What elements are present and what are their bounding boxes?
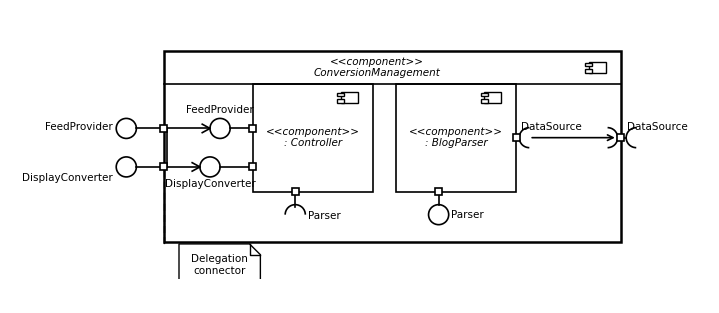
Bar <box>585 69 592 73</box>
Text: <<component>>
: BlogParser: <<component>> : BlogParser <box>409 127 503 148</box>
Bar <box>252 84 372 192</box>
Bar <box>618 134 624 141</box>
Text: <<component>>
: Controller: <<component>> : Controller <box>266 127 360 148</box>
Bar <box>292 188 298 195</box>
Text: Parser: Parser <box>451 210 484 220</box>
Bar <box>341 92 358 103</box>
Bar <box>249 163 256 170</box>
Bar <box>337 99 344 103</box>
Text: DataSource: DataSource <box>521 122 582 132</box>
Bar <box>396 84 516 192</box>
Bar <box>589 62 606 73</box>
Text: <<component>>
ConversionManagement: <<component>> ConversionManagement <box>313 57 440 78</box>
Polygon shape <box>179 244 260 286</box>
Bar <box>435 188 442 195</box>
Text: DisplayConverter: DisplayConverter <box>22 173 112 183</box>
Bar <box>160 163 167 170</box>
Text: FeedProvider: FeedProvider <box>45 122 112 132</box>
Bar <box>163 51 620 242</box>
Bar <box>513 134 520 141</box>
Text: DataSource: DataSource <box>627 122 687 132</box>
Text: DisplayConverter: DisplayConverter <box>165 179 255 189</box>
Bar <box>249 125 256 132</box>
Bar <box>337 93 344 96</box>
Bar <box>481 93 487 96</box>
Text: Delegation
connector: Delegation connector <box>191 254 248 276</box>
Bar <box>160 125 167 132</box>
Bar <box>485 92 501 103</box>
Bar <box>585 63 592 66</box>
Text: FeedProvider: FeedProvider <box>186 105 254 115</box>
Text: Parser: Parser <box>308 211 340 221</box>
Bar <box>481 99 487 103</box>
